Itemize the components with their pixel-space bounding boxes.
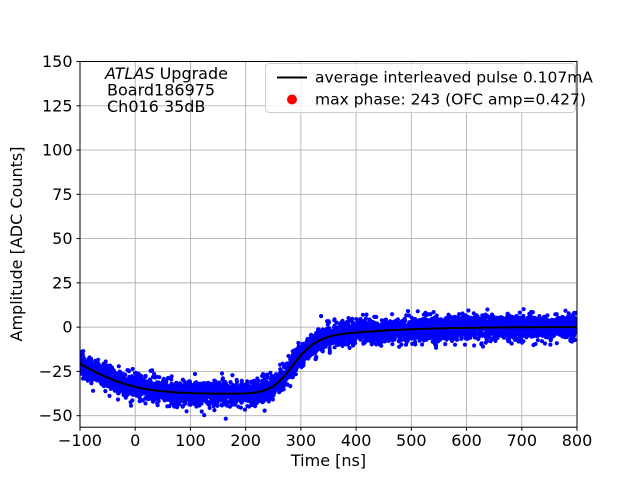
scatter-points — [80, 307, 577, 421]
legend-entry-average-label: average interleaved pulse 0.107mA — [315, 69, 593, 87]
axis-ticks: −100 0 100 200 300 400 500 600 700 800 −50 −25 0 25 50… — [39, 52, 593, 450]
y-tick-label: 150 — [42, 52, 73, 71]
x-tick-label: 800 — [562, 431, 593, 450]
annotation-atlas-italic: ATLAS — [104, 64, 155, 83]
legend-red-dot-icon — [287, 94, 297, 105]
y-tick-label: 0 — [62, 318, 72, 337]
legend-box — [265, 63, 576, 113]
y-tick-label: 50 — [52, 229, 72, 248]
x-tick-label: 400 — [341, 431, 372, 450]
x-tick-label: 700 — [507, 431, 538, 450]
plot-area — [79, 61, 578, 428]
y-tick-label: 25 — [52, 273, 72, 292]
x-tick-label: 300 — [286, 431, 317, 450]
average-pulse-line — [80, 326, 577, 395]
y-tick-label: −25 — [39, 362, 73, 381]
annotation-upgrade: Upgrade — [160, 64, 228, 83]
x-tick-label: 500 — [396, 431, 427, 450]
y-tick-label: 100 — [42, 141, 73, 160]
y-tick-label: 125 — [42, 96, 73, 115]
x-tick-label: 200 — [230, 431, 261, 450]
x-tick-label: −100 — [58, 431, 102, 450]
x-tick-label: 0 — [130, 431, 140, 450]
legend-entry-maxphase-label: max phase: 243 (OFC amp=0.427) — [315, 91, 586, 109]
y-tick-label: 75 — [52, 185, 72, 204]
x-axis-label: Time [ns] — [290, 451, 366, 470]
y-axis-label: Amplitude [ADC Counts] — [7, 147, 26, 342]
annotation-line3: Ch016 35dB — [107, 97, 205, 116]
legend: average interleaved pulse 0.107mA max ph… — [265, 63, 593, 113]
x-tick-label: 100 — [175, 431, 206, 450]
annotation-block: ATLAS Upgrade Board186975 Ch016 35dB — [104, 64, 228, 116]
y-tick-label: −50 — [39, 406, 73, 425]
annotation-line2: Board186975 — [107, 81, 215, 100]
annotation-line1: ATLAS Upgrade — [104, 64, 228, 83]
x-tick-label: 600 — [451, 431, 482, 450]
